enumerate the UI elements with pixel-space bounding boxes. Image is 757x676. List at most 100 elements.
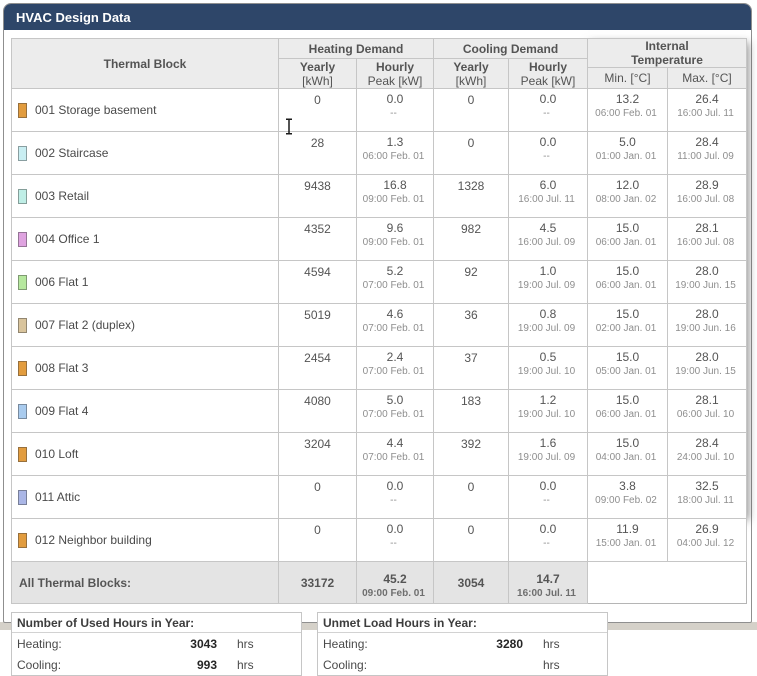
- block-name-label: 006 Flat 1: [35, 275, 89, 290]
- cooling-peak-time: 16:00 Jul. 09: [517, 237, 576, 248]
- heating-yearly-cell: 4080: [278, 389, 357, 433]
- table-row[interactable]: 011 Attic 0 0.0 -- 0 0.0 -- 3.8 09:00 Feb. …: [11, 475, 747, 519]
- temp-max-value: 28.4: [695, 135, 719, 149]
- heating-peak-value: 16.8: [383, 178, 407, 192]
- heating-peak-time: 09:00 Feb. 01: [362, 194, 425, 205]
- block-name-label: 009 Flat 4: [35, 404, 89, 419]
- cooling-peak-cell: 0.0 --: [508, 88, 588, 132]
- cooling-yearly-cell: 0: [433, 131, 509, 175]
- table-row[interactable]: 010 Loft 3204 4.4 07:00 Feb. 01 392 1.6 19…: [11, 432, 747, 476]
- internal-label-line1: Internal: [645, 39, 689, 54]
- temp-max-cell: 26.4 16:00 Jul. 11: [667, 88, 747, 132]
- cooling-peak-value: 0.8: [539, 307, 557, 321]
- unmet-hours-title: Unmet Load Hours in Year:: [318, 613, 607, 633]
- cooling-label: Cooling:: [17, 657, 62, 672]
- col-group-internal-temperature: Internal Temperature: [587, 38, 747, 68]
- cooling-peak-time: 16:00 Jul. 11: [518, 194, 575, 205]
- heating-peak-value: 2.4: [386, 350, 404, 364]
- block-color-swatch: [18, 403, 27, 419]
- heating-peak-time: 06:00 Feb. 01: [362, 151, 425, 162]
- temp-max-cell: 28.4 24:00 Jul. 10: [667, 432, 747, 476]
- temp-max-time: 19:00 Jun. 15: [675, 280, 736, 291]
- table-row[interactable]: 002 Staircase 28 1.3 06:00 Feb. 01 0 0.0 -…: [11, 131, 747, 175]
- heating-peak-cell: 0.0 --: [356, 518, 434, 562]
- heating-value: 3280: [496, 636, 523, 651]
- temp-min-cell: 3.8 09:00 Feb. 02: [587, 475, 668, 519]
- cooling-peak-cell: 0.5 19:00 Jul. 10: [508, 346, 588, 390]
- totals-heating-yearly: 33172: [278, 561, 357, 604]
- heating-label: Heating:: [17, 636, 62, 651]
- temp-min-time: 02:00 Jan. 01: [595, 323, 657, 334]
- cooling-yearly-unit: [kWh]: [455, 73, 487, 88]
- temp-max-time: 18:00 Jul. 11: [677, 495, 734, 506]
- table-row[interactable]: 008 Flat 3 2454 2.4 07:00 Feb. 01 37 0.5 1…: [11, 346, 747, 390]
- block-color-swatch: [18, 145, 27, 161]
- heating-yearly-cell: 0: [278, 518, 357, 562]
- cooling-peak-time: --: [543, 151, 550, 162]
- temp-max-cell: 32.5 18:00 Jul. 11: [667, 475, 747, 519]
- temp-min-value: 15.0: [615, 307, 640, 321]
- temp-min-cell: 15.0 06:00 Jan. 01: [587, 389, 668, 433]
- thermal-block-cell: 011 Attic: [11, 475, 279, 519]
- col-header-max-temp: Max. [°C]: [667, 67, 747, 89]
- heating-peak-cell: 2.4 07:00 Feb. 01: [356, 346, 434, 390]
- table-row[interactable]: 007 Flat 2 (duplex) 5019 4.6 07:00 Feb. 0…: [11, 303, 747, 347]
- temp-min-cell: 15.0 04:00 Jan. 01: [587, 432, 668, 476]
- temp-max-value: 28.0: [695, 264, 719, 278]
- cooling-peak-value: 0.0: [539, 135, 557, 149]
- thermal-block-cell: 007 Flat 2 (duplex): [11, 303, 279, 347]
- thermal-block-cell: 008 Flat 3: [11, 346, 279, 390]
- heating-yearly-cell: 0: [278, 88, 357, 132]
- heating-yearly-cell: 9438: [278, 174, 357, 218]
- cooling-peak-time: --: [543, 495, 550, 506]
- heating-peak-value: 0.0: [386, 522, 404, 536]
- thermal-block-cell: 012 Neighbor building: [11, 518, 279, 562]
- col-header-heating-hourly: Hourly Peak [kW]: [356, 58, 434, 89]
- temp-max-time: 24:00 Jul. 10: [676, 452, 735, 463]
- col-group-cooling-demand: Cooling Demand: [433, 38, 588, 59]
- temp-min-time: 09:00 Feb. 02: [595, 495, 657, 506]
- block-color-swatch: [18, 231, 27, 247]
- table-row[interactable]: 009 Flat 4 4080 5.0 07:00 Feb. 01 183 1.2…: [11, 389, 747, 433]
- temp-min-value: 15.0: [615, 350, 640, 364]
- thermal-block-cell: 002 Staircase: [11, 131, 279, 175]
- cooling-peak-value: 0.0: [539, 522, 557, 536]
- col-group-heating-demand: Heating Demand: [278, 38, 434, 59]
- heating-peak-cell: 5.0 07:00 Feb. 01: [356, 389, 434, 433]
- heating-value: 3043: [190, 636, 217, 651]
- cooling-yearly-cell: 92: [433, 260, 509, 304]
- temp-min-value: 15.0: [615, 264, 640, 278]
- temp-max-value: 28.1: [695, 393, 719, 407]
- cooling-yearly-cell: 1328: [433, 174, 509, 218]
- hvac-design-data-window: HVAC Design Data Thermal Block Heating D…: [3, 3, 752, 676]
- temp-min-cell: 15.0 06:00 Jan. 01: [587, 217, 668, 261]
- temp-max-cell: 28.1 16:00 Jul. 08: [667, 217, 747, 261]
- heating-yearly-cell: 2454: [278, 346, 357, 390]
- cooling-peak-cell: 1.0 19:00 Jul. 09: [508, 260, 588, 304]
- thermal-block-cell: 004 Office 1: [11, 217, 279, 261]
- table-row[interactable]: 001 Storage basement 0 0.0 -- 0 0.0 -- 13.…: [11, 88, 747, 132]
- heating-unit: hrs: [237, 636, 254, 651]
- table-row[interactable]: 004 Office 1 4352 9.6 09:00 Feb. 01 982 4…: [11, 217, 747, 261]
- heating-peak-cell: 4.4 07:00 Feb. 01: [356, 432, 434, 476]
- table-row[interactable]: 006 Flat 1 4594 5.2 07:00 Feb. 01 92 1.0 1…: [11, 260, 747, 304]
- temp-min-cell: 15.0 02:00 Jan. 01: [587, 303, 668, 347]
- temp-min-time: 06:00 Feb. 01: [595, 108, 657, 119]
- temp-max-time: 16:00 Jul. 08: [676, 237, 735, 248]
- heating-peak-value: 4.4: [386, 436, 404, 450]
- heating-hourly-label: Hourly: [375, 59, 414, 74]
- heating-peak-cell: 4.6 07:00 Feb. 01: [356, 303, 434, 347]
- table-row[interactable]: 012 Neighbor building 0 0.0 -- 0 0.0 -- 11…: [11, 518, 747, 562]
- heating-hourly-unit: Peak [kW]: [367, 73, 423, 88]
- heating-peak-cell: 0.0 --: [356, 475, 434, 519]
- block-color-swatch: [18, 317, 27, 333]
- temp-min-time: 15:00 Jan. 01: [595, 538, 657, 549]
- table-row[interactable]: 003 Retail 9438 16.8 09:00 Feb. 01 1328 6…: [11, 174, 747, 218]
- cooling-peak-value: 6.0: [539, 178, 557, 192]
- block-color-swatch: [18, 102, 27, 118]
- cooling-peak-value: 0.0: [539, 92, 557, 106]
- heating-yearly-cell: 3204: [278, 432, 357, 476]
- temp-max-time: 16:00 Jul. 08: [676, 194, 735, 205]
- cooling-peak-value: 0.5: [539, 350, 557, 364]
- cooling-peak-cell: 0.8 19:00 Jul. 09: [508, 303, 588, 347]
